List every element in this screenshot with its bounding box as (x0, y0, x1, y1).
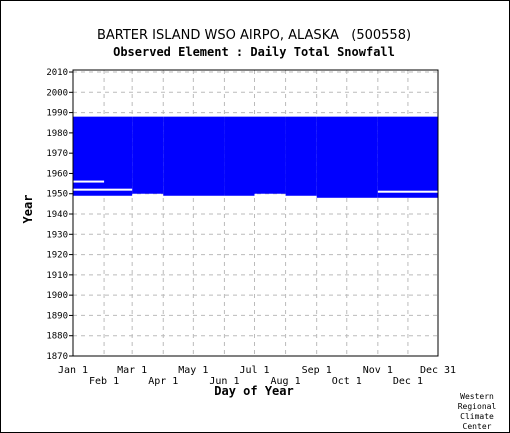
y-tick-label: 2010 (46, 68, 68, 78)
data-fill (73, 116, 438, 198)
missing-data-gap (73, 180, 105, 183)
x-tick-label: Oct 1 (332, 376, 362, 387)
credit-line: Climate (460, 412, 494, 421)
data-segment (224, 116, 255, 196)
y-axis-title: Year (21, 195, 35, 224)
grid (72, 70, 439, 357)
credit-line: Center (463, 422, 492, 431)
x-tick-label: Sep 1 (302, 365, 332, 376)
y-tick-label: 1940 (46, 210, 68, 220)
y-tick-label: 1920 (46, 251, 68, 261)
x-tick-label: May 1 (178, 365, 208, 376)
chart-title: BARTER ISLAND WSO AIRPO, ALASKA (500558) (97, 28, 411, 43)
data-segment (254, 116, 286, 194)
y-tick-label: 1870 (46, 352, 68, 362)
y-tick-label: 2000 (46, 88, 68, 98)
x-tick-label: Dec 1 (393, 376, 423, 387)
plot-area (72, 69, 439, 357)
x-tick-label: Jul 1 (239, 365, 269, 376)
x-tick-label: Feb 1 (89, 376, 119, 387)
data-segment (285, 116, 317, 196)
y-tick-label: 1900 (46, 291, 68, 301)
chart-subtitle: Observed Element : Daily Total Snowfall (113, 45, 395, 59)
credit-line: Western (460, 392, 494, 401)
y-tick-label: 1930 (46, 230, 68, 240)
missing-data-gap (73, 188, 133, 191)
x-axis-title: Day of Year (214, 384, 293, 398)
x-tick-label: Aug 1 (271, 376, 301, 387)
data-segment (316, 116, 378, 198)
y-tick-label: 1910 (46, 271, 68, 281)
y-axis: 1870 1880 1890 1900 1910 1920 1930 1940 1950 1960… (46, 68, 73, 362)
data-segment (73, 116, 133, 196)
y-tick-label: 1880 (46, 332, 68, 342)
missing-data-gap (377, 190, 438, 193)
credit-line: Regional (458, 402, 497, 411)
x-axis: Jan 1 Mar 1 May 1 Jul 1 Sep 1 Nov 1 Dec 31 Feb … (58, 365, 456, 387)
y-tick-label: 1970 (46, 149, 68, 159)
data-segment (377, 116, 438, 198)
y-tick-label: 1890 (46, 311, 68, 321)
x-tick-label: Jun 1 (209, 376, 239, 387)
data-segment (132, 116, 164, 194)
y-tick-label: 1950 (46, 190, 68, 200)
x-tick-label: Mar 1 (117, 365, 147, 376)
x-tick-label: Apr 1 (148, 376, 178, 387)
data-segment (163, 116, 225, 196)
y-tick-label: 1960 (46, 169, 68, 179)
x-tick-label: Jan 1 (58, 365, 88, 376)
y-tick-label: 1980 (46, 129, 68, 139)
x-tick-label: Nov 1 (363, 365, 393, 376)
y-tick-label: 1990 (46, 109, 68, 119)
x-tick-label: Dec 31 (420, 365, 456, 376)
